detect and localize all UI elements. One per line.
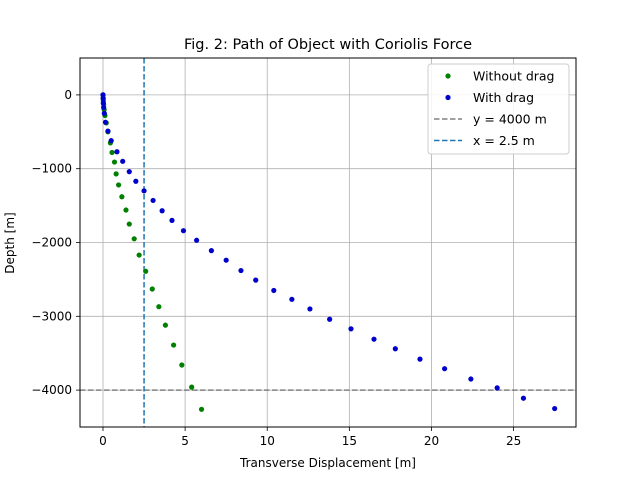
y-tick-label: −1000 [31,162,72,176]
x-axis-label: Transverse Displacement [m] [239,456,416,470]
data-point [113,171,119,177]
data-point [100,92,106,98]
legend-label: Without drag [473,69,555,84]
data-point [159,208,165,214]
data-point [552,405,558,412]
data-point [180,228,187,234]
data-point [442,366,448,372]
data-point [143,268,149,274]
y-tick-label: −4000 [31,383,72,397]
data-point [169,217,175,223]
data-point [208,248,214,254]
data-point [371,336,377,342]
legend: Without drag With drag y = 4000 m x = 2.5 m [427,63,570,155]
data-point [102,119,109,125]
data-point [101,110,107,116]
data-point [100,95,106,102]
data-point [111,159,118,165]
y-tick-label: −2000 [31,236,72,250]
data-point [126,169,132,175]
x-tick-label: 15 [342,434,357,448]
data-point [392,346,398,352]
legend-marker [445,94,451,101]
data-point [494,385,500,391]
data-point [105,128,111,134]
legend-label: y = 4000 m [473,112,547,127]
data-point [141,188,147,194]
x-tick-label: 10 [260,434,275,448]
y-tick-label: −3000 [31,309,72,323]
data-point [109,149,115,156]
data-point [289,296,295,302]
data-point [149,286,155,292]
data-point [468,376,474,382]
data-point [133,178,139,184]
data-point [123,207,129,213]
data-point [307,306,313,312]
data-point [108,138,114,144]
data-point [101,104,107,111]
legend-label: With drag [473,90,534,105]
data-point [171,342,177,348]
data-point [348,326,354,332]
data-point [100,100,106,106]
y-tick-label: 0 [64,88,72,102]
legend-marker [445,73,451,79]
data-point [189,384,195,390]
data-point [194,237,200,243]
legend-box [427,63,570,155]
data-point [119,194,125,200]
data-point [520,395,527,401]
data-point [271,287,277,294]
x-tick-label: 25 [506,434,521,448]
data-point [162,322,169,328]
data-point [417,356,423,362]
data-point [120,158,126,164]
data-series [100,92,558,412]
chart-title: Fig. 2: Path of Object with Coriolis For… [184,37,472,53]
data-point [131,236,137,242]
data-point [223,257,229,263]
data-point [238,267,244,274]
reference-lines [80,58,576,427]
x-tick-label: 0 [99,434,107,448]
x-tick-label: 20 [424,434,439,448]
data-point [136,252,142,258]
data-point [156,304,162,310]
axis-ticks: 0 5 10 15 20 25 0 −1000 −2000 −3000 −4000 [31,88,521,448]
data-point [114,149,120,155]
legend-label: x = 2.5 m [473,133,535,148]
y-axis-label: Depth [m] [3,212,17,273]
data-point [115,182,122,188]
x-tick-label: 5 [181,434,189,448]
data-point [198,406,205,412]
data-point [126,221,132,227]
data-point [150,197,156,204]
data-point [253,277,259,283]
data-point [327,316,333,322]
data-point [179,362,185,368]
series-with-drag [100,92,558,412]
